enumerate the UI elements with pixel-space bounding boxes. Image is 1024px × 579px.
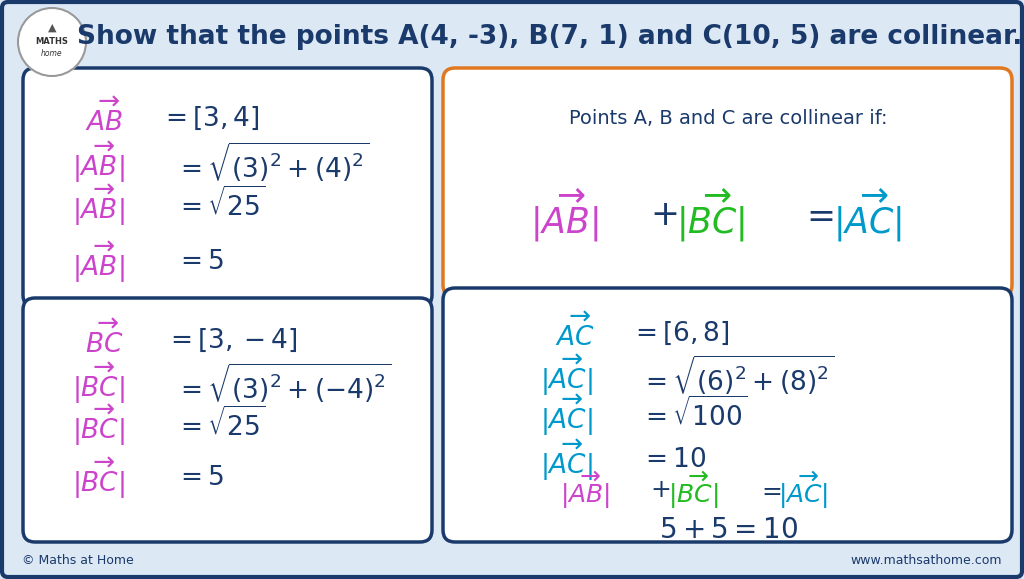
- Text: Points A, B and C are collinear if:: Points A, B and C are collinear if:: [568, 108, 887, 127]
- Text: $|\overrightarrow{AB}|$: $|\overrightarrow{AB}|$: [560, 469, 610, 511]
- Text: $= \sqrt{100}$: $= \sqrt{100}$: [640, 398, 748, 433]
- Text: $\overrightarrow{AC}$: $\overrightarrow{AC}$: [555, 314, 595, 352]
- Text: $|\overrightarrow{BC}|$: $|\overrightarrow{BC}|$: [72, 402, 125, 448]
- Text: $\overrightarrow{AB}$: $\overrightarrow{AB}$: [85, 99, 123, 137]
- Text: www.mathsathome.com: www.mathsathome.com: [851, 554, 1002, 566]
- Text: $|\overrightarrow{BC}|$: $|\overrightarrow{BC}|$: [72, 455, 125, 501]
- Text: MATHS: MATHS: [36, 38, 69, 46]
- Text: $|\overrightarrow{AB}|$: $|\overrightarrow{AB}|$: [72, 239, 125, 285]
- Text: $= \sqrt{(3)^2 + (4)^2}$: $= \sqrt{(3)^2 + (4)^2}$: [175, 140, 370, 184]
- FancyBboxPatch shape: [443, 288, 1012, 542]
- Text: $|\overrightarrow{AC}|$: $|\overrightarrow{AC}|$: [833, 186, 902, 244]
- Text: $= \sqrt{25}$: $= \sqrt{25}$: [175, 408, 265, 442]
- Text: $|\overrightarrow{BC}|$: $|\overrightarrow{BC}|$: [72, 360, 125, 406]
- Text: home: home: [41, 49, 62, 58]
- Text: $= 10$: $= 10$: [640, 447, 707, 473]
- Text: $+$: $+$: [650, 478, 671, 502]
- Text: $= 5$: $= 5$: [175, 465, 224, 491]
- Text: $= \sqrt{(6)^2 + (8)^2}$: $= \sqrt{(6)^2 + (8)^2}$: [640, 353, 835, 397]
- Text: $= \sqrt{(3)^2 + (-4)^2}$: $= \sqrt{(3)^2 + (-4)^2}$: [175, 361, 391, 405]
- Text: $= [3, -4]$: $= [3, -4]$: [165, 327, 297, 354]
- FancyBboxPatch shape: [23, 298, 432, 542]
- Text: $= 5$: $= 5$: [175, 249, 224, 275]
- Text: $|\overrightarrow{AB}|$: $|\overrightarrow{AB}|$: [72, 182, 125, 228]
- Text: ▲: ▲: [48, 23, 56, 33]
- Text: $5 + 5 = 10$: $5 + 5 = 10$: [658, 516, 798, 544]
- Text: $|\overrightarrow{AC}|$: $|\overrightarrow{AC}|$: [778, 469, 828, 511]
- Text: $=$: $=$: [800, 198, 835, 232]
- FancyBboxPatch shape: [23, 68, 432, 307]
- Text: $= [6, 8]$: $= [6, 8]$: [630, 320, 730, 347]
- Text: $|\overrightarrow{AB}|$: $|\overrightarrow{AB}|$: [72, 140, 125, 185]
- Text: Show that the points A(4, -3), B(7, 1) and C(10, 5) are collinear.: Show that the points A(4, -3), B(7, 1) a…: [78, 24, 1023, 50]
- Text: $+$: $+$: [650, 198, 677, 232]
- Text: $=$: $=$: [757, 478, 782, 502]
- Text: © Maths at Home: © Maths at Home: [22, 554, 134, 566]
- Text: $= [3, 4]$: $= [3, 4]$: [160, 104, 260, 131]
- Text: $|\overrightarrow{AC}|$: $|\overrightarrow{AC}|$: [540, 393, 593, 438]
- Text: $|\overrightarrow{AC}|$: $|\overrightarrow{AC}|$: [540, 437, 593, 483]
- Text: $|\overrightarrow{AC}|$: $|\overrightarrow{AC}|$: [540, 352, 593, 398]
- Text: $|\overrightarrow{BC}|$: $|\overrightarrow{BC}|$: [668, 469, 718, 511]
- Text: $\overrightarrow{BC}$: $\overrightarrow{BC}$: [85, 321, 124, 359]
- Text: $|\overrightarrow{AB}|$: $|\overrightarrow{AB}|$: [530, 186, 599, 244]
- Text: $= \sqrt{25}$: $= \sqrt{25}$: [175, 188, 265, 222]
- FancyBboxPatch shape: [443, 68, 1012, 297]
- Text: $|\overrightarrow{BC}|$: $|\overrightarrow{BC}|$: [676, 186, 745, 244]
- Circle shape: [18, 8, 86, 76]
